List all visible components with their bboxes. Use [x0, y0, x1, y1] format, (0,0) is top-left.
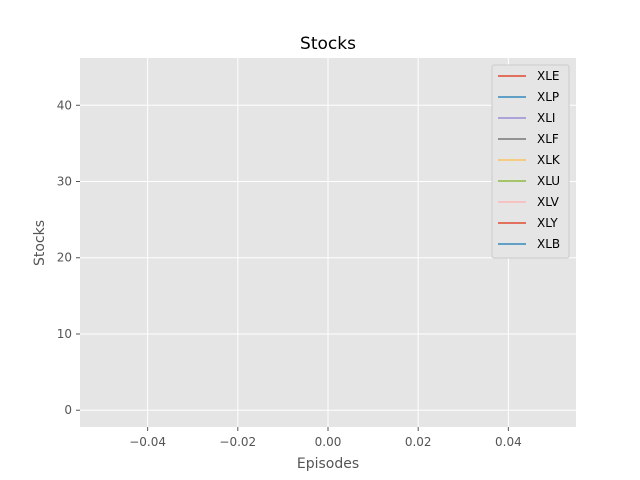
- x-tick-label: −0.02: [219, 435, 256, 449]
- legend-box: [491, 64, 570, 259]
- x-tick-label: 0.00: [315, 435, 342, 449]
- y-tick-label: 0: [64, 403, 72, 417]
- legend-label: XLB: [537, 237, 560, 251]
- y-axis-ticks: 0 10 20 30 40: [57, 98, 80, 417]
- legend-label: XLF: [537, 132, 559, 146]
- legend-label: XLU: [537, 174, 560, 188]
- legend: XLE XLP XLI XLF XLK XLU XLV XLY XLB: [491, 64, 570, 259]
- chart-title: Stocks: [300, 34, 356, 54]
- y-axis-label: Stocks: [32, 220, 48, 266]
- legend-label: XLY: [537, 216, 558, 230]
- x-tick-label: 0.04: [495, 435, 522, 449]
- x-tick-label: 0.02: [405, 435, 432, 449]
- legend-label: XLV: [537, 195, 560, 209]
- y-tick-label: 10: [57, 327, 72, 341]
- legend-label: XLI: [537, 111, 555, 125]
- y-tick-label: 40: [57, 98, 72, 112]
- legend-label: XLP: [537, 90, 559, 104]
- y-tick-label: 30: [57, 175, 72, 189]
- legend-label: XLK: [537, 153, 561, 167]
- x-axis-ticks: −0.04 −0.02 0.00 0.02 0.04: [129, 427, 522, 449]
- x-tick-label: −0.04: [129, 435, 166, 449]
- x-axis-label: Episodes: [297, 456, 359, 472]
- legend-label: XLE: [537, 69, 560, 83]
- y-tick-label: 20: [57, 251, 72, 265]
